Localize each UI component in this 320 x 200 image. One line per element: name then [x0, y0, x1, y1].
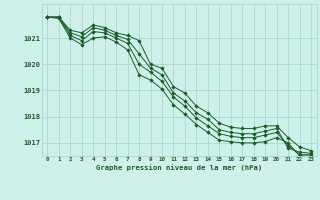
X-axis label: Graphe pression niveau de la mer (hPa): Graphe pression niveau de la mer (hPa): [96, 164, 262, 171]
